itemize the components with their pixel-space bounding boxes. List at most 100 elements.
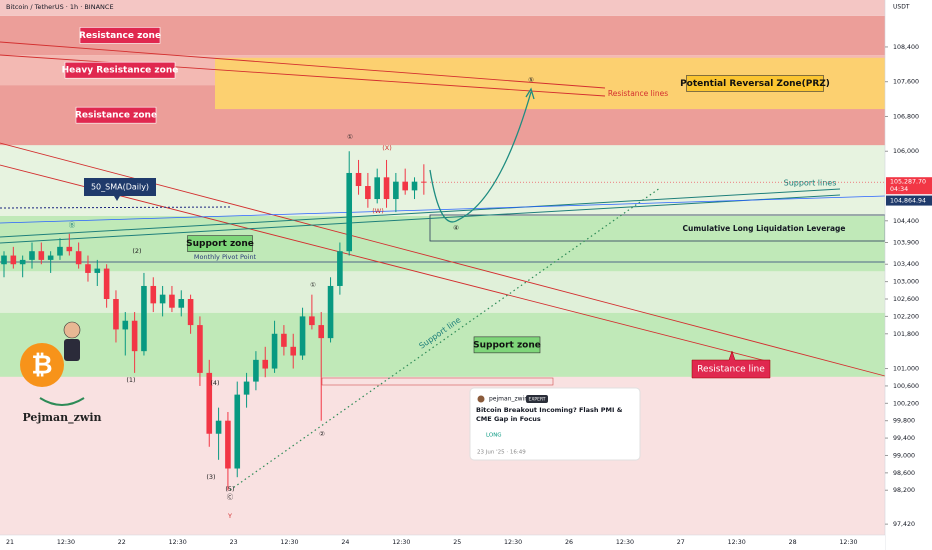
candle-body — [159, 294, 166, 304]
candle-body — [169, 294, 175, 308]
candle-body — [187, 299, 194, 326]
candle-body — [290, 346, 297, 356]
author-name: Pejman_zwin — [22, 411, 101, 425]
candle-body — [421, 181, 427, 183]
wave-label: (1) — [126, 376, 135, 384]
axis-labels: 108,400 107,600 106,800 106,000 104,400 103,9… — [6, 44, 932, 546]
candle-body — [1, 255, 7, 265]
candle-body — [225, 420, 231, 469]
y-tick-label: 103,900 — [893, 240, 919, 247]
candle-body — [318, 325, 325, 339]
sma-price: 104,864.94 — [890, 198, 926, 205]
zone-label-box — [686, 75, 824, 92]
candle-body — [10, 255, 17, 265]
y-tick-label: 102,600 — [893, 296, 919, 303]
x-tick-label: 27 — [677, 539, 685, 546]
wave-label: ① — [347, 133, 353, 141]
y-tick-label: 101,000 — [893, 366, 919, 373]
candle-body — [215, 420, 222, 434]
y-tick-label: 98,200 — [893, 487, 915, 494]
candle-body — [383, 177, 390, 200]
y-tick-label: 107,600 — [893, 79, 919, 86]
x-tick-label: 12:30 — [504, 539, 522, 546]
y-tick-label: 103,400 — [893, 261, 919, 268]
wave-label: (X) — [382, 144, 392, 152]
support-line — [0, 188, 841, 238]
candle-body — [262, 359, 269, 369]
chart-title: Bitcoin / TetherUS · 1h · BINANCE — [6, 3, 114, 11]
candle-body — [402, 181, 408, 191]
wave-label: (5) — [225, 485, 234, 493]
sma-box — [84, 178, 156, 201]
y-tick-label: 98,600 — [893, 470, 915, 477]
resistance-line-box — [691, 350, 771, 379]
x-tick-label: 26 — [565, 539, 573, 546]
sma-line — [0, 195, 886, 224]
wave-label: Y — [227, 512, 232, 520]
zone-label: Resistance zone — [75, 111, 157, 121]
idea-date: 23 Jun '25 · 16:49 — [477, 450, 526, 456]
candle-body — [337, 251, 343, 286]
y-tick-label: 100,200 — [893, 400, 919, 407]
x-tick-label: 12:30 — [169, 539, 187, 546]
arrow-head — [525, 87, 535, 100]
wave-label: ① — [310, 281, 316, 289]
y-tick-label: 103,000 — [893, 279, 919, 286]
candle-body — [113, 299, 119, 330]
x-tick-label: 22 — [118, 539, 126, 546]
projection-arrow — [429, 91, 532, 223]
sma-label: 50_SMA(Daily) — [91, 183, 149, 192]
price-axis — [885, 0, 932, 550]
sma-dotted — [0, 206, 233, 209]
zone-label-box — [75, 106, 157, 124]
candle-body — [393, 181, 399, 200]
idea-title-box: Bitcoin Breakout Incoming? Flash PMI & C… — [476, 406, 622, 423]
x-tick-label: 12:30 — [57, 539, 75, 546]
candle-body — [299, 316, 306, 356]
y-tick-label: 108,400 — [893, 44, 919, 51]
x-tick-label: 12:30 — [839, 539, 857, 546]
candle-body — [94, 268, 101, 273]
x-tick-label: 28 — [789, 539, 797, 546]
candle-body — [374, 177, 380, 200]
bitcoin-symbol: ₿ — [31, 351, 52, 381]
zone-label-box — [79, 27, 161, 44]
x-tick-label: 12:30 — [280, 539, 298, 546]
y-tick-label: 106,000 — [893, 148, 919, 155]
candle-body — [38, 251, 45, 260]
idea-card[interactable] — [469, 387, 641, 461]
candle-body — [122, 320, 129, 330]
avatar-body — [64, 339, 80, 361]
y-tick-label: 102,200 — [893, 313, 919, 320]
zone-label: Potential Reversal Zone(PRZ) — [680, 79, 830, 89]
bitcoin-logo — [20, 343, 64, 387]
wave-label: Ⓑ — [69, 221, 76, 229]
zone-label-box — [473, 336, 541, 354]
resistance-line — [0, 54, 606, 97]
avatar-head — [63, 321, 81, 339]
candle-body — [271, 333, 278, 369]
y-tick-label: 99,400 — [893, 435, 915, 442]
wave-label: (W) — [372, 207, 384, 215]
idea-side: LONG — [486, 433, 502, 439]
candle-body — [309, 316, 315, 326]
candle-body — [150, 285, 157, 304]
zone-labels: Resistance zone Heavy Resistance zone Resi… — [62, 27, 830, 354]
candle-body — [327, 285, 334, 339]
candle-body — [85, 264, 91, 273]
wave-label: (3) — [206, 473, 215, 481]
sma-price-box — [886, 195, 932, 206]
x-tick-label: 23 — [230, 539, 238, 546]
candle-body — [103, 268, 110, 300]
band — [0, 271, 885, 313]
y-tick-label: 104,400 — [893, 218, 919, 225]
wave-label: Ⓒ — [227, 493, 234, 501]
idea-avatar — [477, 395, 485, 403]
y-tick-label: 99,800 — [893, 418, 915, 425]
candle-body — [47, 255, 54, 260]
candle-body — [197, 325, 203, 373]
candle-body — [75, 251, 82, 265]
candle-body — [346, 172, 353, 252]
zone-label: Heavy Resistance zone — [62, 66, 179, 76]
